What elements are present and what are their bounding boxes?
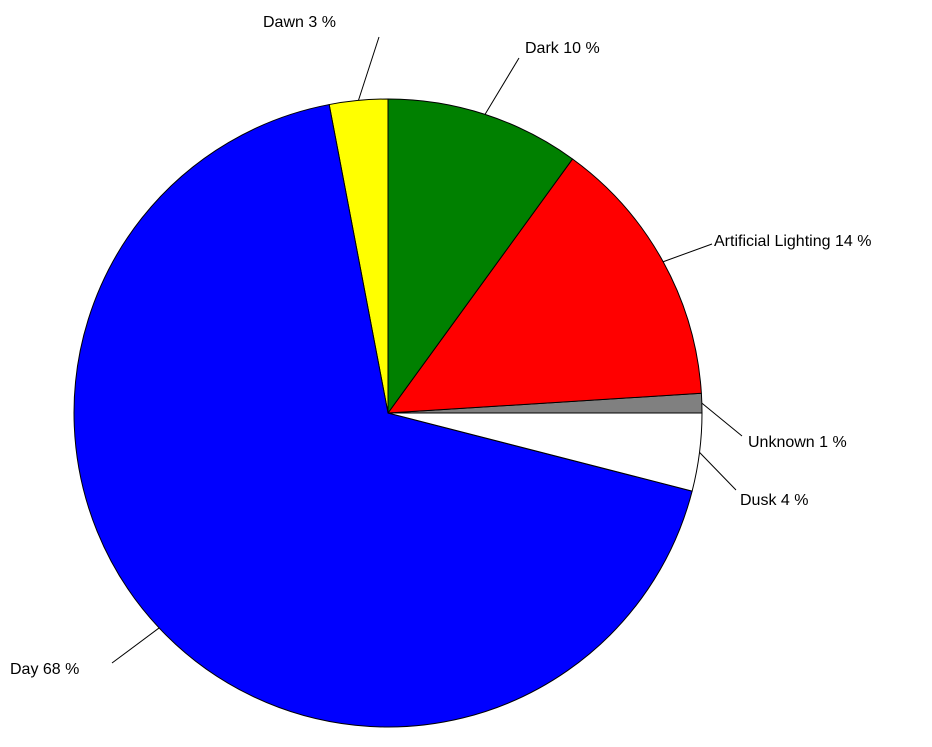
leader-dark	[484, 57, 520, 115]
label-unknown: Unknown 1 %	[748, 434, 847, 451]
label-day: Day 68 %	[10, 661, 79, 678]
leader-dawn	[357, 36, 380, 101]
leader-dusk	[699, 452, 737, 491]
label-dawn: Dawn 3 %	[263, 14, 336, 31]
slice-artificial-lighting	[387, 158, 702, 414]
label-dark: Dark 10 %	[525, 40, 600, 57]
label-dusk: Dusk 4 %	[740, 492, 808, 509]
leader-day	[111, 627, 160, 664]
leader-unknown	[701, 402, 743, 437]
label-artificial-lighting: Artificial Lighting 14 %	[714, 233, 871, 250]
slice-day	[73, 104, 693, 728]
slice-dark	[387, 98, 574, 414]
leader-artificial-lighting	[662, 243, 713, 263]
